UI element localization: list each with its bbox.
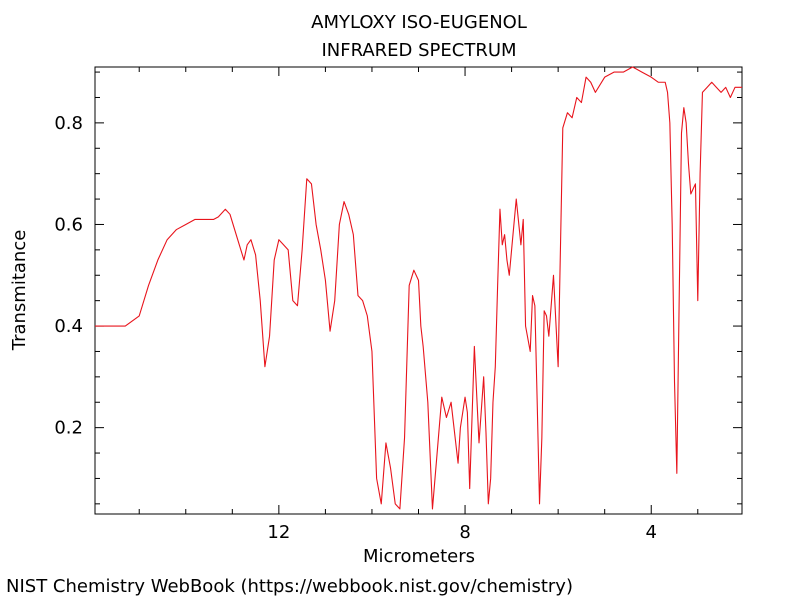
y-tick-label: 0.2 <box>54 418 83 439</box>
axes: 12 8 4 0.2 0.4 0.6 0.8 <box>54 67 742 543</box>
y-tick-label: 0.6 <box>54 214 83 235</box>
x-tick-label: 4 <box>646 522 657 543</box>
chart-title: AMYLOXY ISO-EUGENOL <box>311 12 527 33</box>
chart: AMYLOXY ISO-EUGENOL INFRARED SPECTRUM 12… <box>9 12 743 567</box>
chart-subtitle: INFRARED SPECTRUM <box>321 40 516 61</box>
y-axis-label: Transmitance <box>9 230 30 352</box>
x-tick-label: 8 <box>459 522 470 543</box>
x-tick-label: 12 <box>267 522 290 543</box>
spectrum-line <box>95 66 742 510</box>
x-axis-label: Micrometers <box>363 546 475 567</box>
y-tick-label: 0.8 <box>54 113 83 134</box>
footer-source: NIST Chemistry WebBook (https://webbook.… <box>6 576 573 597</box>
y-tick-label: 0.4 <box>54 316 83 337</box>
